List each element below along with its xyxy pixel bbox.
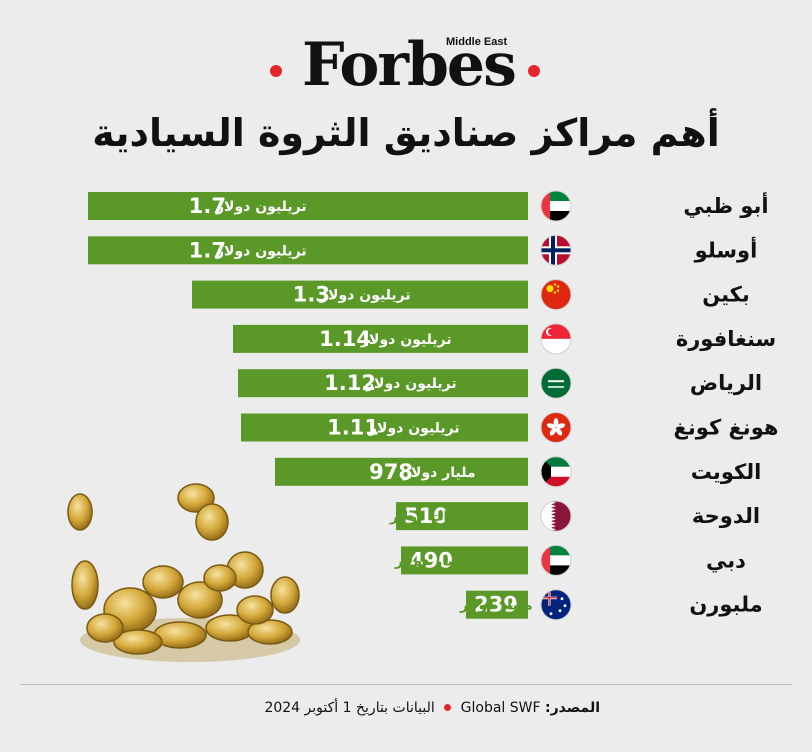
- category-label: الرياض: [690, 371, 762, 395]
- value-label: 510: [404, 504, 448, 528]
- data-date-note: البيانات بتاريخ 1 أكتوبر 2024: [264, 700, 435, 716]
- bar-سنغافورة: [233, 324, 528, 353]
- saudi-flag-icon: [540, 367, 572, 399]
- header: Forbes Middle East: [0, 30, 812, 100]
- value-label: 1.11: [327, 416, 379, 440]
- unit-label: تريليون دولار: [215, 243, 307, 259]
- uae-flag-icon: [540, 544, 572, 576]
- bar-دبي: [401, 546, 528, 575]
- unit-label: مليار دولار: [394, 553, 468, 569]
- bar-الرياض: [238, 369, 528, 398]
- value-label: 1.12: [324, 371, 376, 395]
- unit-label: تريليون دولار: [368, 421, 460, 437]
- category-label: سنغافورة: [676, 327, 776, 351]
- category-label: بكين: [702, 283, 750, 307]
- value-label: 1.7: [189, 194, 226, 218]
- unit-label: مليار دولار: [402, 465, 476, 481]
- bar-ملبورن: [466, 590, 528, 619]
- category-label: هونغ كونغ: [674, 416, 779, 440]
- category-label: ملبورن: [689, 593, 762, 617]
- bar-أبو-ظبي: [88, 192, 528, 220]
- china-flag-icon: [540, 279, 572, 311]
- value-label: 1.7: [189, 238, 226, 262]
- bar-الكويت: [275, 457, 528, 486]
- unit-label: تريليون دولار: [215, 199, 307, 215]
- footer-divider: [20, 684, 792, 685]
- category-label: دبي: [706, 548, 746, 572]
- category-label: الكويت: [691, 460, 762, 484]
- hongkong-flag-icon: [540, 412, 572, 443]
- forbes-logo-subtitle: Middle East: [446, 36, 508, 48]
- left-accent-dot-icon: [270, 65, 282, 77]
- category-label: الدوحة: [692, 504, 760, 528]
- uae-flag-icon: [540, 190, 572, 222]
- value-label: 1.14: [319, 327, 371, 351]
- unit-label: مليار دولار: [459, 598, 533, 614]
- footer-dot-icon: [444, 703, 452, 711]
- value-label: 1.3: [293, 283, 330, 307]
- kuwait-flag-icon: [540, 456, 572, 488]
- chart-title: أهم مراكز صناديق الثروة السيادية: [92, 111, 720, 155]
- bar-الدوحة: [396, 502, 528, 531]
- footer: المصدر: Global SWF البيانات بتاريخ 1 أكت…: [264, 698, 600, 718]
- qatar-flag-icon: [540, 500, 572, 532]
- value-label: 978: [369, 460, 413, 484]
- gold-coins-icon: [67, 483, 300, 662]
- australia-flag-icon: [540, 589, 572, 621]
- unit-label: مليارات دولار: [389, 509, 482, 525]
- norway-flag-icon: [540, 234, 572, 266]
- value-label: 239: [474, 593, 518, 617]
- source-name: Global SWF: [460, 700, 541, 716]
- bar-بكين: [192, 280, 528, 309]
- forbes-logo: Forbes: [302, 30, 517, 100]
- category-label: أوسلو: [694, 235, 758, 262]
- category-label: أبو ظبي: [683, 191, 768, 218]
- unit-label: تريليون دولار: [360, 332, 452, 348]
- unit-label: تريليون دولار: [365, 376, 457, 392]
- source-label: المصدر:: [545, 700, 600, 716]
- bar-هونغ-كونغ: [241, 413, 528, 442]
- bar-أوسلو: [88, 236, 528, 265]
- singapore-flag-icon: [540, 323, 572, 355]
- unit-label: تريليون دولار: [319, 288, 411, 304]
- right-accent-dot-icon: [528, 65, 540, 77]
- value-label: 490: [409, 548, 453, 572]
